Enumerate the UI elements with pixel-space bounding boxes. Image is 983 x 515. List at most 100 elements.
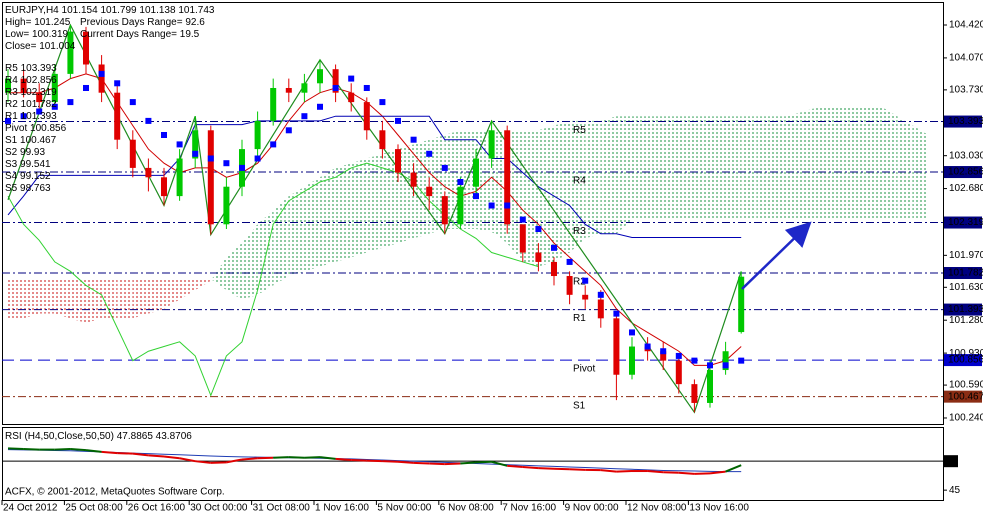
rsi-segment — [241, 457, 258, 461]
pivot-value: 98.763 — [20, 183, 51, 194]
info-label: Current Days Range= — [80, 29, 177, 40]
header: EURJPY,H4 101.154 101.799 101.138 101.74… — [5, 5, 215, 16]
psar-dot — [504, 202, 511, 209]
cloud-segment — [912, 125, 929, 220]
y-tick-label: 102.680 — [949, 183, 983, 194]
rsi-segment — [70, 448, 87, 452]
psar-dot — [67, 99, 74, 106]
psar-dot — [270, 141, 277, 148]
psar-dot — [597, 291, 604, 298]
info-current-range: Current Days Range= 19.5 — [80, 29, 200, 40]
candle-body — [176, 158, 183, 197]
pivot-label: R4 — [573, 176, 586, 187]
cloud-segment — [522, 130, 539, 267]
psar-dot — [582, 277, 589, 284]
candle-body — [83, 31, 89, 65]
y-tick-label: 101.630 — [949, 282, 983, 293]
pivot-list-item: S4 99.152 — [5, 171, 51, 182]
rsi-tick-label: 45 — [949, 485, 961, 496]
x-tick-label: 13 Nov 16:00 — [689, 503, 749, 514]
x-tick-label: 30 Oct 00:00 — [190, 503, 248, 514]
candle-body — [707, 370, 713, 403]
rsi-panel-frame — [2, 427, 944, 501]
pivot-name: S3 — [5, 159, 18, 170]
psar-dot — [551, 244, 557, 251]
rsi-segment — [429, 462, 445, 466]
psar-dot — [566, 258, 573, 265]
candle-body — [332, 69, 339, 93]
pivot-value: 100.856 — [30, 123, 67, 134]
cloud-segment — [663, 116, 679, 220]
info-low: Low= 100.319 — [5, 29, 69, 40]
psar-dot — [192, 150, 199, 157]
rsi-segment — [304, 456, 321, 459]
cloud-segment — [600, 116, 617, 234]
candle-body — [192, 130, 199, 159]
rsi-segment — [678, 471, 695, 475]
last-open: 101.154 — [62, 5, 99, 16]
x-tick-label: 9 Nov 00:00 — [565, 503, 619, 514]
pivot-value-box — [944, 216, 982, 229]
rsi-title: RSI (H4,50,Close,50,50) 47.8865 43.8706 — [5, 431, 192, 442]
rsi-segment — [709, 470, 726, 475]
psar-dot — [207, 155, 214, 162]
candle-body — [457, 186, 464, 225]
candle-body — [722, 351, 729, 371]
info-label: Previous Days Range= — [80, 17, 183, 28]
candle-body — [161, 177, 167, 197]
pivot-value: 101.782 — [21, 99, 58, 110]
cloud-segment — [148, 278, 164, 314]
pivot-name: R2 — [5, 99, 18, 110]
psar-dot — [379, 99, 386, 106]
cloud-segment — [351, 158, 367, 258]
psar-dot — [114, 80, 121, 87]
pivot-value-box — [944, 390, 982, 403]
rsi-segment — [195, 460, 211, 464]
cloud-segment — [881, 106, 898, 220]
rsi-segment — [507, 464, 523, 468]
candle-body — [285, 87, 292, 93]
cloud-segment — [320, 167, 336, 267]
candle-body — [145, 167, 152, 178]
pivot-value-label: 101.782 — [948, 268, 983, 279]
pivot-name: S2 — [5, 147, 18, 158]
symbol: EURJPY,H4 — [5, 5, 59, 16]
rsi-segment — [23, 448, 40, 451]
cloud-segment — [834, 106, 851, 220]
pivot-name: S4 — [5, 171, 18, 182]
candle-layer — [5, 24, 745, 413]
rsi-segment — [273, 456, 289, 459]
pivot-list-item: R4 102.856 — [5, 75, 57, 86]
x-tick-label: 7 Nov 16:00 — [502, 503, 556, 514]
rsi-segment — [319, 456, 336, 460]
rsi-level-box — [944, 455, 958, 468]
info-value: 101.004 — [39, 41, 76, 52]
pivot-list-item: R3 102.319 — [5, 87, 57, 98]
cloud-segment — [803, 106, 820, 220]
info-value: 100.319 — [32, 29, 69, 40]
rsi-segment — [54, 448, 71, 451]
pivot-value-box — [944, 303, 982, 316]
info-label: Close= — [5, 41, 37, 52]
psar-dot — [36, 108, 43, 115]
y-tick-label: 104.420 — [949, 20, 983, 31]
pivot-value: 100.467 — [20, 135, 57, 146]
cloud-segment — [897, 116, 913, 220]
psar-dot — [629, 329, 635, 336]
y-tick-label: 100.590 — [949, 380, 983, 391]
psar-dot — [83, 84, 89, 91]
info-value: 92.6 — [185, 17, 205, 28]
cloud-segment — [164, 278, 180, 309]
rsi-segment — [117, 452, 133, 455]
psar-dot — [348, 75, 355, 82]
rsi-reading: 43.8706 — [156, 431, 193, 442]
cloud-segment — [647, 116, 664, 220]
main-panel-frame — [2, 2, 944, 425]
cloud-segment — [210, 257, 227, 291]
rsi-segment — [210, 461, 227, 464]
candle-body — [51, 73, 58, 103]
psar-dot — [51, 103, 58, 110]
x-tick-label: 31 Oct 08:00 — [253, 503, 311, 514]
